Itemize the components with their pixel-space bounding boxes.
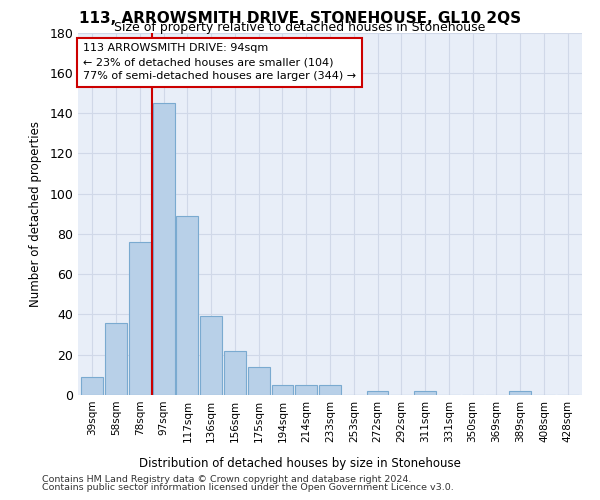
Text: Distribution of detached houses by size in Stonehouse: Distribution of detached houses by size … — [139, 458, 461, 470]
Text: 113 ARROWSMITH DRIVE: 94sqm
← 23% of detached houses are smaller (104)
77% of se: 113 ARROWSMITH DRIVE: 94sqm ← 23% of det… — [83, 44, 356, 82]
Bar — [200, 316, 222, 395]
Bar — [509, 391, 531, 395]
Text: Contains public sector information licensed under the Open Government Licence v3: Contains public sector information licen… — [42, 484, 454, 492]
Bar — [248, 367, 269, 395]
Text: 113, ARROWSMITH DRIVE, STONEHOUSE, GL10 2QS: 113, ARROWSMITH DRIVE, STONEHOUSE, GL10 … — [79, 11, 521, 26]
Bar — [224, 350, 246, 395]
Bar — [414, 391, 436, 395]
Bar — [272, 385, 293, 395]
Bar — [176, 216, 198, 395]
Bar — [129, 242, 151, 395]
Bar — [319, 385, 341, 395]
Bar — [152, 103, 175, 395]
Text: Size of property relative to detached houses in Stonehouse: Size of property relative to detached ho… — [115, 22, 485, 35]
Y-axis label: Number of detached properties: Number of detached properties — [29, 120, 43, 306]
Bar — [367, 391, 388, 395]
Text: Contains HM Land Registry data © Crown copyright and database right 2024.: Contains HM Land Registry data © Crown c… — [42, 475, 412, 484]
Bar — [295, 385, 317, 395]
Bar — [82, 377, 103, 395]
Bar — [105, 322, 127, 395]
